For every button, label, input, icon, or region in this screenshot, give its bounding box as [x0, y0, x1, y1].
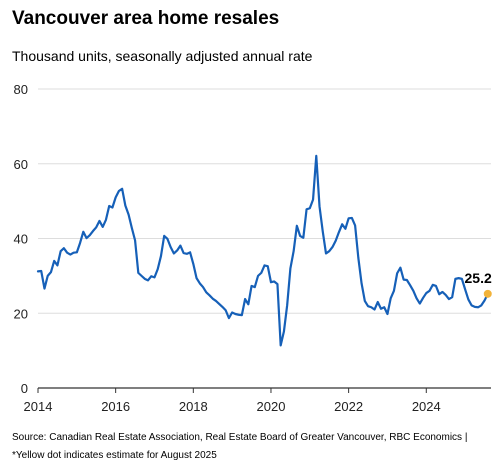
x-tick-label: 2016 [101, 399, 130, 414]
x-tick-label: 2024 [412, 399, 441, 414]
x-tick-label: 2020 [257, 399, 286, 414]
x-tick-label: 2018 [179, 399, 208, 414]
series-layer [36, 154, 489, 347]
estimate-footnote: *Yellow dot indicates estimate for Augus… [12, 450, 217, 461]
gridlines [38, 88, 491, 314]
resales-line [36, 154, 489, 347]
estimate-layer: 25.2 [465, 270, 492, 298]
y-tick-label: 80 [14, 82, 28, 97]
y-tick-label: 40 [14, 232, 28, 247]
x-tick-label: 2022 [334, 399, 363, 414]
chart-title: Vancouver area home resales [12, 8, 280, 29]
y-tick-label: 60 [14, 157, 28, 172]
x-axis: 2014 2016 2018 2020 2022 2024 [24, 387, 491, 414]
chart-subtitle: Thousand units, seasonally adjusted annu… [12, 48, 313, 64]
line-chart: 0 20 40 60 80 2014 2016 2018 2020 2022 2024 25.2 [14, 82, 492, 414]
x-tick-label: 2014 [24, 399, 53, 414]
source-note: Source: Canadian Real Estate Association… [12, 432, 468, 443]
estimate-dot [483, 289, 492, 298]
estimate-label: 25.2 [465, 270, 492, 286]
y-axis-ticks: 0 20 40 60 80 [14, 82, 28, 396]
y-tick-label: 20 [14, 306, 28, 321]
y-tick-label: 0 [21, 381, 28, 396]
